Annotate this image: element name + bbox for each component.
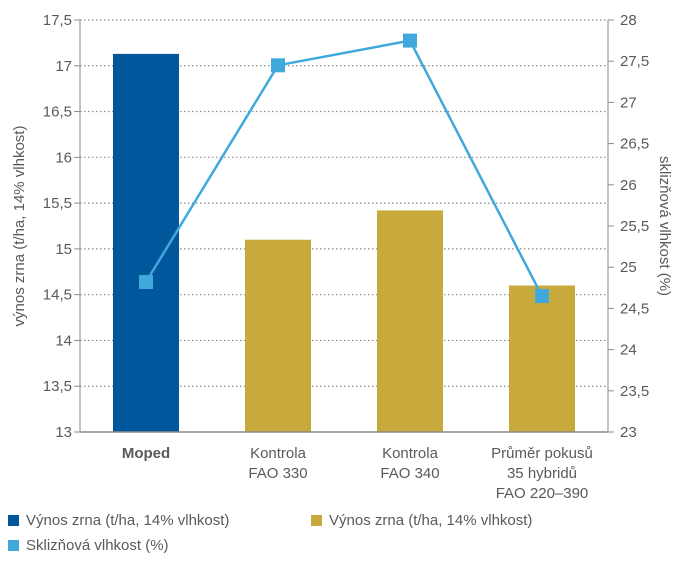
line-marker xyxy=(403,33,417,48)
legend-swatch xyxy=(8,515,19,526)
left-tick-label: 13 xyxy=(55,424,72,441)
line-marker xyxy=(535,289,549,304)
left-tick-label: 16,5 xyxy=(43,104,72,121)
category-label: Průměr pokusů xyxy=(491,445,593,462)
left-tick-label: 16 xyxy=(55,149,72,166)
category-label: FAO 340 xyxy=(380,465,439,482)
category-label: FAO 330 xyxy=(248,465,307,482)
left-tick-label: 15,5 xyxy=(43,195,72,212)
right-tick-label: 24 xyxy=(620,342,637,359)
left-tick-label: 15 xyxy=(55,241,72,258)
legend-swatch xyxy=(311,515,322,526)
category-label: 35 hybridů xyxy=(507,465,577,482)
line-marker xyxy=(139,275,153,290)
bar xyxy=(245,239,311,432)
right-tick-label: 27 xyxy=(620,94,637,111)
right-tick-label: 23 xyxy=(620,424,637,441)
right-tick-label: 24,5 xyxy=(620,300,649,317)
right-tick-label: 23,5 xyxy=(620,383,649,400)
left-tick-label: 14 xyxy=(55,332,72,349)
line-marker xyxy=(271,58,285,73)
bar xyxy=(113,53,179,433)
category-label: Kontrola xyxy=(250,445,307,462)
right-tick-label: 26,5 xyxy=(620,136,649,153)
category-label: FAO 220–390 xyxy=(496,485,589,502)
legend-label: Sklizňová vlhkost (%) xyxy=(26,537,169,554)
right-tick-label: 25,5 xyxy=(620,218,649,235)
legend-label: Výnos zrna (t/ha, 14% vlhkost) xyxy=(329,512,532,529)
category-label: Kontrola xyxy=(382,445,439,462)
legend-swatch xyxy=(8,540,19,551)
category-label: Moped xyxy=(122,445,170,462)
legend-label: Výnos zrna (t/ha, 14% vlhkost) xyxy=(26,512,229,529)
left-axis-ticks: 13 13,5 14 14,5 15 15,5 16 16,5 17 17,5 xyxy=(43,12,80,441)
right-tick-label: 26 xyxy=(620,177,637,194)
moisture-line xyxy=(144,39,544,297)
line-series xyxy=(139,33,549,304)
left-axis-title: výnos zrna (t/ha, 14% vlhkost) xyxy=(11,126,28,327)
right-tick-label: 25 xyxy=(620,259,637,276)
left-tick-label: 13,5 xyxy=(43,378,72,395)
left-tick-label: 14,5 xyxy=(43,287,72,304)
left-tick-label: 17 xyxy=(55,58,72,75)
right-tick-label: 27,5 xyxy=(620,53,649,70)
right-tick-label: 28 xyxy=(620,12,637,29)
right-axis-title: sklizňová vlhkost (%) xyxy=(656,156,673,296)
left-tick-label: 17,5 xyxy=(43,12,72,29)
bar xyxy=(377,210,443,432)
category-labels: Moped Kontrola FAO 330 Kontrola FAO 340 Průmě… xyxy=(122,445,593,502)
bar-series xyxy=(113,53,575,433)
legend: Výnos zrna (t/ha, 14% vlhkost) Výnos zrna… xyxy=(8,512,532,554)
bar xyxy=(509,285,575,432)
right-axis-ticks: 23 23,5 24 24,5 25 25,5 26 26,5 27 27,5 28 xyxy=(608,12,649,441)
